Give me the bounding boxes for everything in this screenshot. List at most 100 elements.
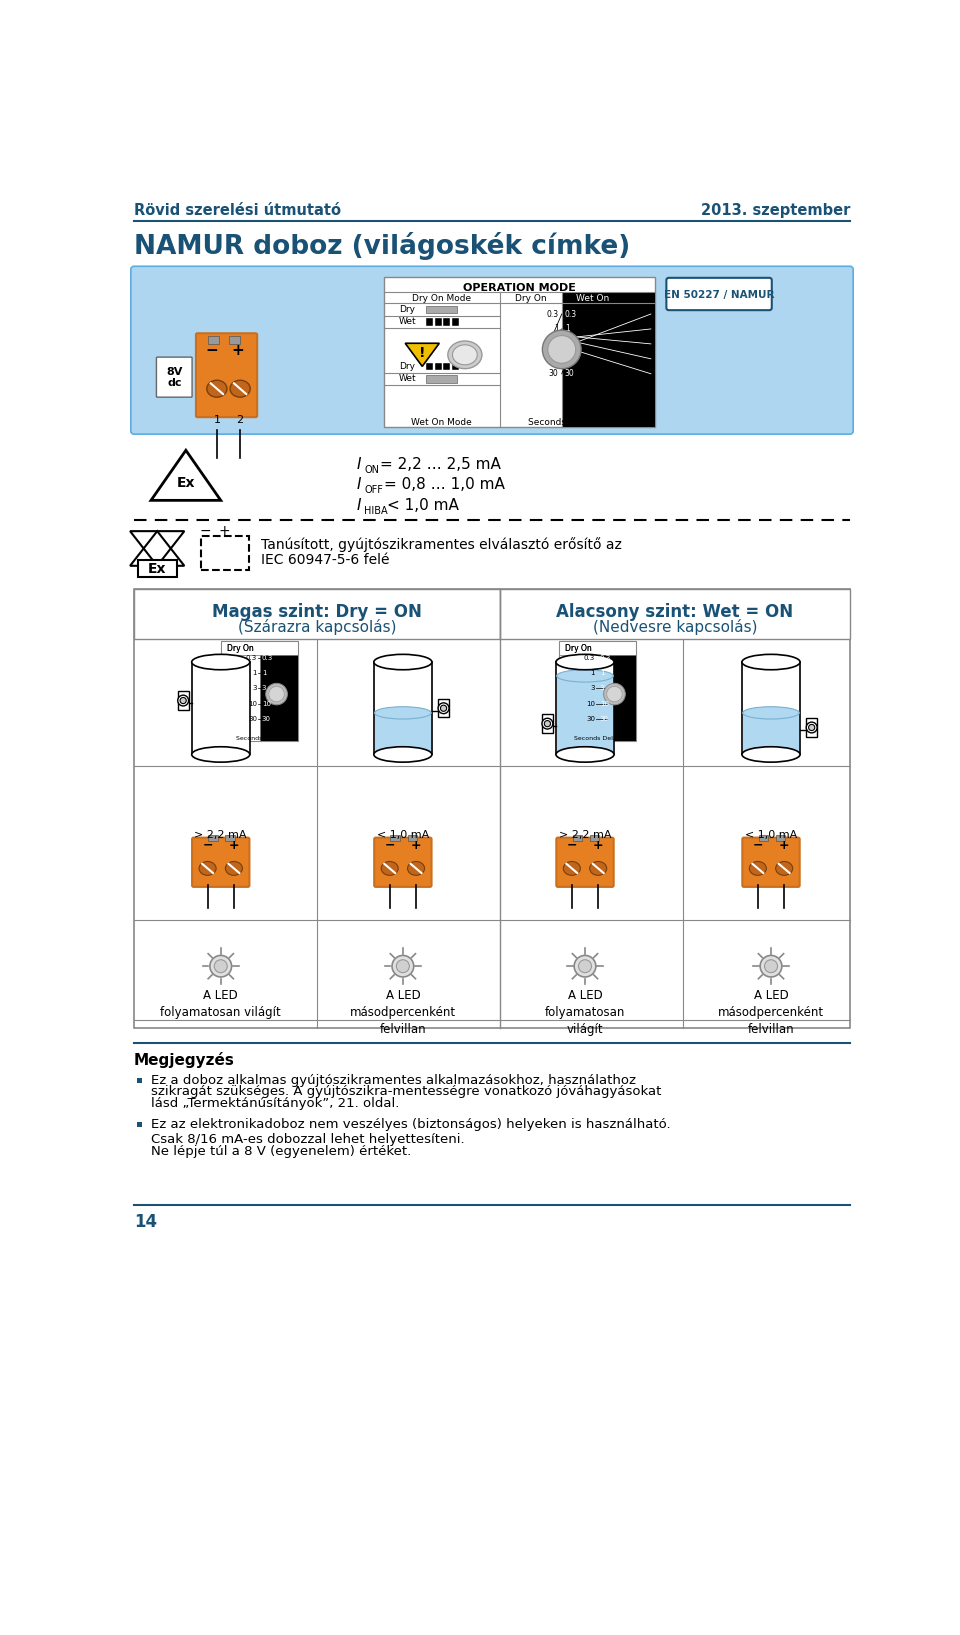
Text: I: I — [356, 499, 361, 513]
Ellipse shape — [230, 381, 251, 397]
Ellipse shape — [542, 718, 553, 729]
Text: Ne lépje túl a 8 V (egyenelem) értéket.: Ne lépje túl a 8 V (egyenelem) értéket. — [151, 1144, 411, 1158]
Bar — [259, 656, 299, 741]
Text: +: + — [411, 839, 421, 852]
Bar — [556, 662, 614, 754]
Ellipse shape — [192, 747, 250, 762]
Bar — [178, 692, 188, 710]
Polygon shape — [151, 450, 221, 500]
Text: I: I — [356, 477, 361, 492]
Polygon shape — [405, 343, 440, 366]
Circle shape — [214, 960, 228, 973]
Ellipse shape — [226, 862, 243, 875]
Bar — [134, 589, 850, 1028]
Ellipse shape — [381, 862, 398, 875]
Text: ON: ON — [364, 464, 379, 474]
Text: 10: 10 — [549, 355, 559, 363]
Ellipse shape — [808, 724, 815, 731]
Circle shape — [396, 960, 409, 973]
Text: Dry On: Dry On — [227, 644, 253, 652]
Text: 1: 1 — [252, 670, 257, 677]
Text: 0.3: 0.3 — [564, 309, 577, 319]
Ellipse shape — [556, 654, 614, 670]
Text: Seconds Delay: Seconds Delay — [236, 736, 283, 741]
Text: 30: 30 — [262, 716, 271, 721]
Bar — [562, 293, 655, 427]
Bar — [408, 834, 417, 840]
Text: Ez az elektronikadoboz nem veszélyes (biztonságos) helyeken is használható.: Ez az elektronikadoboz nem veszélyes (bi… — [151, 1118, 671, 1130]
Text: Wet: Wet — [399, 317, 417, 327]
Text: szikragát szükséges. A gyújtószikra-mentességre vonatkozó jóváhagyásokat: szikragát szükséges. A gyújtószikra-ment… — [151, 1086, 661, 1099]
Ellipse shape — [269, 687, 284, 701]
Ellipse shape — [542, 330, 581, 368]
Bar — [383, 276, 655, 427]
Text: Wet On: Wet On — [603, 644, 631, 652]
Bar — [500, 589, 850, 639]
FancyBboxPatch shape — [374, 837, 432, 886]
Ellipse shape — [776, 862, 793, 875]
FancyBboxPatch shape — [156, 356, 192, 397]
Text: < 1,0 mA: < 1,0 mA — [745, 831, 797, 840]
Text: Rövid szerelési útmutató: Rövid szerelési útmutató — [134, 203, 341, 217]
Bar — [207, 337, 219, 343]
Text: (Nedvesre kapcsolás): (Nedvesre kapcsolás) — [592, 620, 757, 636]
Text: lásd „Termektánúsítányok”, 21. oldal.: lásd „Termektánúsítányok”, 21. oldal. — [151, 1097, 399, 1110]
Text: 10: 10 — [600, 700, 609, 706]
Text: > 2,2 mA: > 2,2 mA — [195, 831, 247, 840]
Bar — [426, 374, 457, 383]
Text: 2013. szeptember: 2013. szeptember — [701, 203, 850, 217]
Ellipse shape — [441, 705, 446, 711]
Text: 3: 3 — [590, 685, 595, 692]
Text: NAMUR doboz (világoskék címke): NAMUR doboz (világoskék címke) — [134, 232, 630, 260]
Bar — [426, 306, 457, 314]
Text: Dry On: Dry On — [515, 294, 546, 302]
Text: 1: 1 — [262, 670, 266, 677]
Text: −: − — [203, 839, 213, 852]
Text: +: + — [219, 525, 230, 538]
Text: A LED
folyamatosan
világít: A LED folyamatosan világít — [545, 989, 625, 1037]
Ellipse shape — [556, 747, 614, 762]
Text: I: I — [356, 456, 361, 471]
Ellipse shape — [178, 695, 188, 706]
Ellipse shape — [199, 862, 216, 875]
Bar — [758, 834, 768, 840]
Bar — [438, 700, 449, 718]
Bar — [743, 713, 800, 754]
FancyBboxPatch shape — [192, 837, 250, 886]
Text: 0.3: 0.3 — [246, 656, 257, 661]
Text: Dry On: Dry On — [564, 644, 591, 652]
Text: A LED
folyamatosan világít: A LED folyamatosan világít — [160, 989, 281, 1019]
Bar — [435, 317, 442, 325]
Ellipse shape — [548, 335, 576, 363]
Ellipse shape — [373, 747, 432, 762]
Text: Wet On: Wet On — [265, 644, 293, 652]
Circle shape — [210, 955, 231, 978]
Bar — [444, 363, 450, 370]
Text: OFF: OFF — [364, 486, 383, 495]
Text: 2: 2 — [236, 415, 244, 425]
Text: (Szárazra kapcsolás): (Szárazra kapcsolás) — [238, 620, 396, 636]
Ellipse shape — [374, 706, 431, 719]
Text: = 2,2 … 2,5 mA: = 2,2 … 2,5 mA — [379, 456, 500, 471]
Text: A LED
másodpercenként
felvillan: A LED másodpercenként felvillan — [718, 989, 824, 1037]
Text: Ex: Ex — [148, 562, 166, 576]
Bar — [597, 656, 636, 741]
Bar — [435, 363, 442, 370]
Bar — [134, 589, 500, 639]
Text: Wet On: Wet On — [603, 644, 631, 652]
Ellipse shape — [206, 381, 227, 397]
Bar — [444, 317, 450, 325]
Text: Csak 8/16 mA-es dobozzal lehet helyettesíteni.: Csak 8/16 mA-es dobozzal lehet helyettes… — [151, 1133, 465, 1146]
Text: 30: 30 — [564, 370, 575, 378]
FancyBboxPatch shape — [202, 536, 250, 571]
Text: 1: 1 — [213, 415, 221, 425]
Text: > 2,2 mA: > 2,2 mA — [559, 831, 612, 840]
Bar — [374, 713, 431, 754]
Bar — [776, 834, 785, 840]
Text: Seconds Delay: Seconds Delay — [528, 419, 595, 427]
Text: Alacsony szint: Wet = ON: Alacsony szint: Wet = ON — [557, 603, 794, 621]
Text: Ex: Ex — [177, 476, 195, 489]
Ellipse shape — [452, 345, 477, 365]
Circle shape — [760, 955, 781, 978]
Ellipse shape — [742, 747, 800, 762]
